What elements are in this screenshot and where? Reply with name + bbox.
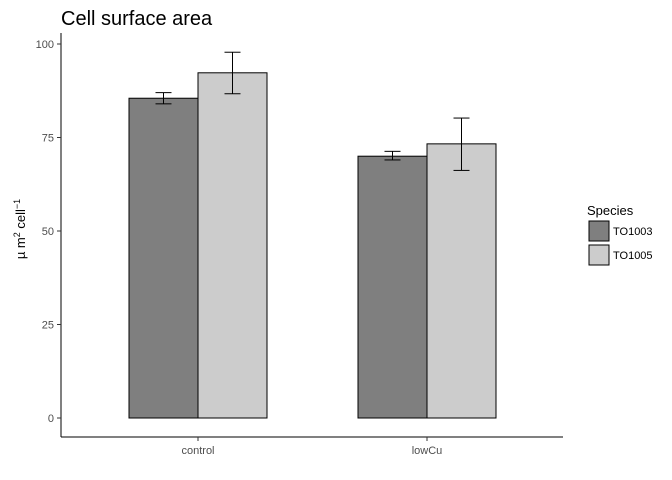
y-axis-title-sup1: 2 xyxy=(12,232,22,237)
y-tick-label: 25 xyxy=(42,320,54,332)
bar-lowCu-TO1003 xyxy=(357,155,428,419)
error-bars-layer xyxy=(155,51,470,171)
y-tick-label: 0 xyxy=(48,413,54,425)
y-axis-title: µ m2 cell−1 xyxy=(12,199,28,259)
legend: Species TO1003 TO1005 xyxy=(587,203,653,266)
y-tick-label: 100 xyxy=(36,39,54,51)
bars-layer xyxy=(128,72,497,419)
error-bar-lowCu-TO1003 xyxy=(384,150,401,161)
chart-title: Cell surface area xyxy=(61,8,213,30)
bar-lowCu-TO1005 xyxy=(426,143,497,419)
legend-label: TO1005 xyxy=(613,250,653,262)
legend-item-TO1005: TO1005 xyxy=(588,244,653,266)
error-bar-control-TO1005 xyxy=(224,51,241,95)
x-tick-label: lowCu xyxy=(412,445,443,457)
legend-swatch xyxy=(588,244,610,266)
legend-title: Species xyxy=(587,203,634,218)
bar-control-TO1003 xyxy=(128,97,199,419)
legend-label: TO1003 xyxy=(613,226,653,238)
y-tick-label: 50 xyxy=(42,226,54,238)
legend-item-TO1003: TO1003 xyxy=(588,220,653,242)
axes-layer: 0 25 50 75 100 control lowCu xyxy=(36,33,563,457)
x-tick-label: control xyxy=(181,445,214,457)
y-tick-label: 75 xyxy=(42,133,54,145)
y-axis-title-mid: cell xyxy=(13,209,28,232)
error-bar-control-TO1003 xyxy=(155,92,172,105)
bar-control-TO1005 xyxy=(197,72,268,419)
legend-items: TO1003 TO1005 xyxy=(588,220,653,266)
y-axis-title-sup2: −1 xyxy=(12,199,22,209)
legend-swatch xyxy=(588,220,610,242)
error-bar-lowCu-TO1005 xyxy=(453,117,470,171)
y-axis-title-base: µ m xyxy=(13,237,28,259)
